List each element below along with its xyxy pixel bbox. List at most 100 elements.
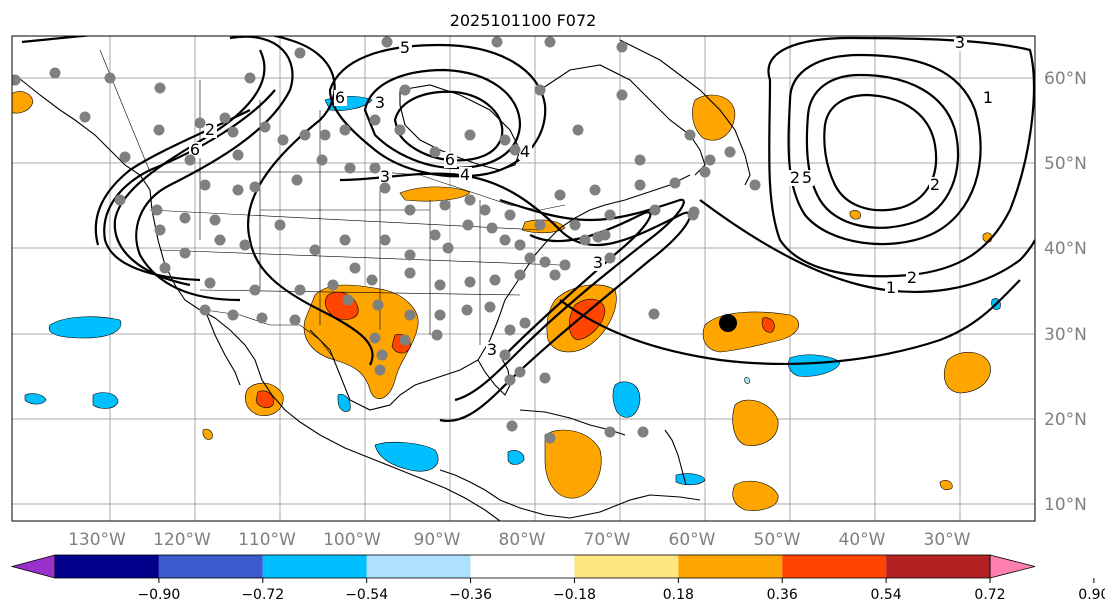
colorbar-bin — [574, 555, 679, 578]
coastline-baja — [204, 309, 241, 386]
colorbar-tick-label: −0.72 — [241, 587, 284, 603]
coastline-greenland — [619, 39, 751, 186]
station-dot — [119, 151, 131, 163]
map-title: 2025101100 F072 — [450, 11, 597, 30]
station-dot — [604, 209, 616, 221]
map-border — [11, 35, 1036, 522]
contour-atlantic-inner — [805, 73, 960, 229]
contour-ridge-1 — [699, 199, 1035, 293]
contour-label-bg — [929, 177, 942, 193]
contour-west-inner-1 — [135, 36, 294, 302]
latitude-label: 50°N — [1044, 154, 1087, 174]
anomaly-area — [849, 210, 861, 220]
station-dot — [404, 249, 416, 261]
station-dot — [379, 182, 391, 194]
station-dot — [249, 181, 261, 193]
station-dot — [688, 206, 700, 218]
station-markers — [12, 36, 761, 444]
station-dot — [479, 204, 491, 216]
colorbar-bin — [886, 555, 990, 578]
contour-label: 1 — [886, 278, 896, 297]
station-dot — [539, 372, 551, 384]
anomaly-area — [337, 394, 351, 412]
station-dot — [749, 179, 761, 191]
latitude-label: 60°N — [1044, 69, 1087, 89]
coastline-caribbean-islands — [664, 429, 687, 486]
anomaly-area — [612, 381, 641, 418]
latitude-label: 30°N — [1044, 325, 1087, 345]
station-dot — [232, 149, 244, 161]
anomaly-area — [507, 450, 525, 465]
colorbar-extend-low — [10, 554, 56, 579]
station-dot — [462, 219, 474, 231]
longitude-label: 50°W — [754, 530, 801, 550]
station-dot — [244, 72, 256, 84]
station-dot — [309, 244, 321, 256]
contour-label-bg — [885, 280, 898, 296]
station-dot — [431, 329, 443, 341]
contour-ridge-2 — [559, 279, 1021, 366]
station-dot — [404, 204, 416, 216]
anomaly-area — [732, 399, 779, 446]
latitude-labels: 60°N 50°N 40°N 30°N 20°N 10°N — [1044, 69, 1087, 515]
contour-label-bg — [906, 270, 919, 286]
station-dot — [299, 129, 311, 141]
station-dot — [519, 317, 531, 329]
longitude-label: 60°W — [669, 530, 716, 550]
station-dot — [549, 269, 561, 281]
colorbar-extend-high — [989, 554, 1036, 579]
coastline-central-america — [439, 469, 701, 519]
station-dot — [506, 420, 518, 432]
contour-atlantic-outer — [767, 36, 1035, 278]
station-dot — [153, 124, 165, 136]
anomaly-area — [399, 186, 471, 202]
colorbar-tick-label: 0.90 — [1078, 587, 1105, 603]
colorbar-tick-label: −0.54 — [345, 587, 388, 603]
coastline-labrador — [539, 64, 706, 176]
station-dot — [699, 166, 711, 178]
colorbar-bin — [158, 555, 263, 578]
contour-label: 3 — [487, 340, 497, 359]
station-dot — [319, 129, 331, 141]
contour-label: 6 — [190, 140, 200, 159]
station-dot — [429, 229, 441, 241]
station-dot — [209, 214, 221, 226]
colorbar: −0.90 −0.72 −0.54 −0.36 −0.18 0.18 0.36 0.54 0.7… — [10, 554, 1105, 603]
station-dot — [184, 154, 196, 166]
station-dot — [579, 234, 591, 246]
station-dot — [256, 312, 268, 324]
anomaly-area — [12, 91, 34, 114]
station-dot — [569, 219, 581, 231]
station-dot — [399, 84, 411, 96]
latitude-label: 40°N — [1044, 239, 1087, 259]
station-dot — [604, 252, 616, 264]
colorbar-tick-label: 0.18 — [663, 587, 694, 603]
coastline-gulf — [309, 174, 691, 411]
station-dot — [404, 267, 416, 279]
contour-label: 1 — [983, 88, 993, 107]
contour-label: 4 — [520, 142, 530, 161]
colorbar-bin — [366, 555, 471, 578]
anomaly-area — [744, 377, 750, 384]
colorbar-bin — [782, 555, 887, 578]
station-dot — [199, 179, 211, 191]
station-dot — [274, 219, 286, 231]
station-dot — [439, 199, 451, 211]
station-dot — [344, 162, 356, 174]
station-dot — [79, 111, 91, 123]
longitude-label: 80°W — [499, 530, 546, 550]
station-dot — [349, 262, 361, 274]
station-dot — [489, 274, 501, 286]
contour-west-outer — [21, 36, 374, 366]
longitude-label: 40°W — [839, 530, 886, 550]
contour-label: 3 — [593, 253, 603, 272]
contour-label-bg — [519, 144, 532, 160]
station-dot — [179, 212, 191, 224]
contour-label: 3 — [375, 93, 385, 112]
coastline-north-america — [14, 74, 501, 521]
station-dot — [339, 234, 351, 246]
contour-atlantic-mid — [787, 53, 982, 246]
station-dot — [114, 194, 126, 206]
contour-label-bg — [954, 36, 967, 51]
station-dot — [464, 194, 476, 206]
